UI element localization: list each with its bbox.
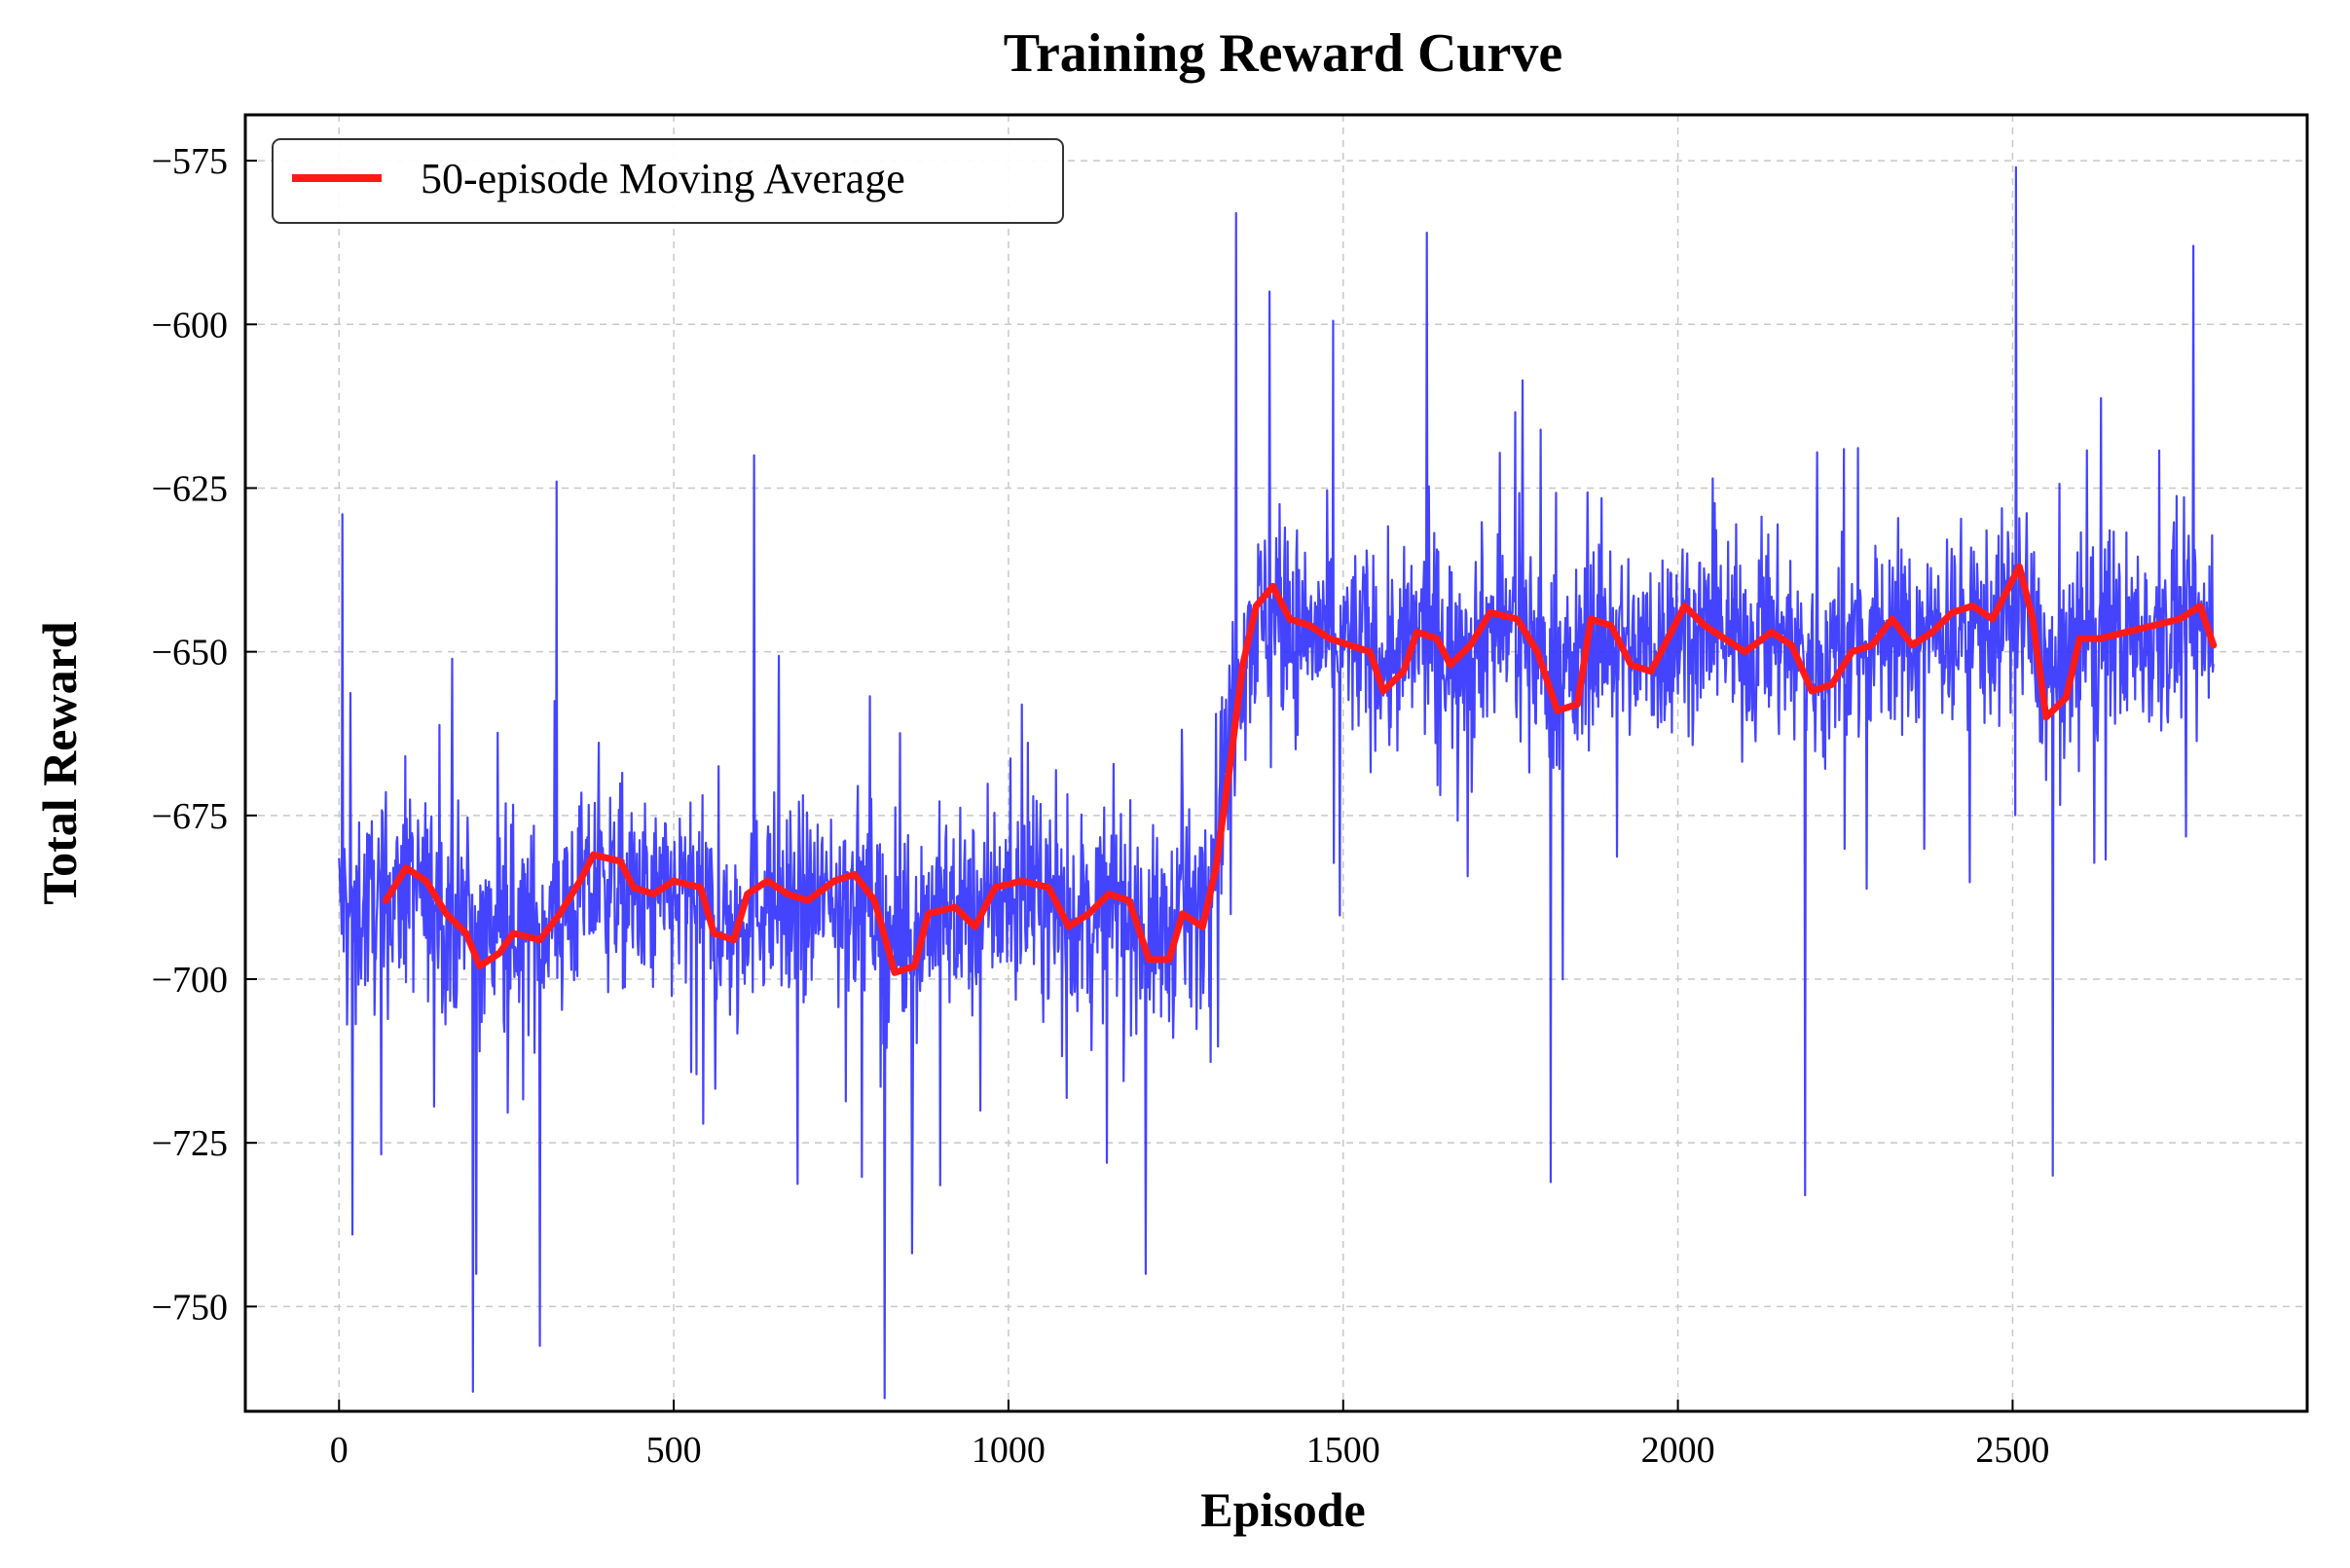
y-tick-label: −625 [152, 468, 228, 509]
x-tick-label: 1500 [1306, 1430, 1380, 1471]
x-tick-label: 2000 [1641, 1430, 1715, 1471]
raw-reward-line [338, 165, 2215, 1400]
y-tick-label: −575 [152, 141, 228, 182]
y-tick-label: −750 [152, 1287, 228, 1328]
chart-title: Training Reward Curve [1004, 23, 1563, 84]
y-tick-label: −700 [152, 960, 228, 1001]
plot-frame [243, 113, 2309, 1413]
y-tick-label: −675 [152, 796, 228, 837]
raw-reward-series [338, 165, 2215, 1400]
x-tick-label: 2500 [1975, 1430, 2049, 1471]
y-tick-label: −725 [152, 1123, 228, 1164]
x-tick-label: 1000 [972, 1430, 1046, 1471]
legend-label-moving-average: 50-episode Moving Average [421, 155, 905, 202]
moving-average-line [382, 563, 2218, 976]
x-tick-label: 0 [330, 1430, 349, 1471]
x-tick-label: 500 [646, 1430, 702, 1471]
y-tick-label: −650 [152, 633, 228, 674]
axis-ticks: 0 500 1000 1500 2000 2500 −575 −600 −625 −650 −675… [152, 141, 2050, 1471]
x-axis-title: Episode [1200, 1482, 1366, 1537]
legend-box [272, 138, 1064, 224]
y-tick-label: −600 [152, 305, 228, 346]
moving-average-series [382, 563, 2218, 976]
legend: 50-episode Moving Average [272, 138, 1064, 224]
y-axis-title: Total Reward [32, 621, 87, 904]
